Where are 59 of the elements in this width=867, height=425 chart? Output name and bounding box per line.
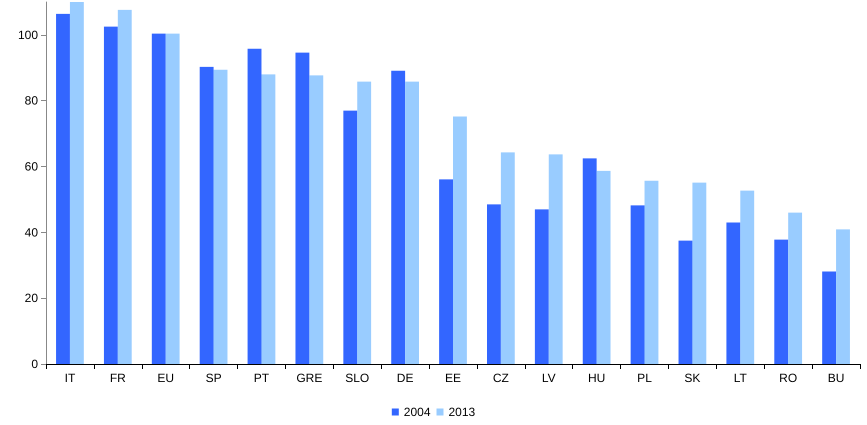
legend-label: 2004 bbox=[404, 405, 431, 419]
x-tick-label: PT bbox=[254, 371, 270, 385]
bar bbox=[248, 48, 262, 364]
x-tick-label: GRE bbox=[296, 371, 322, 385]
bar bbox=[104, 26, 118, 364]
x-tick-label: IT bbox=[64, 371, 76, 385]
bar bbox=[56, 14, 70, 364]
bar bbox=[678, 240, 692, 364]
x-tick-label: RO bbox=[779, 371, 798, 385]
y-tick-label: 60 bbox=[24, 160, 38, 174]
x-tick-label: FR bbox=[110, 371, 126, 385]
bar bbox=[774, 240, 788, 364]
bar bbox=[822, 272, 836, 364]
legend-label: 2013 bbox=[448, 405, 476, 419]
bar bbox=[486, 204, 501, 364]
x-tick-label: EE bbox=[444, 371, 462, 385]
bar bbox=[200, 66, 214, 364]
x-tick-label: SK bbox=[684, 371, 700, 385]
bar bbox=[548, 154, 563, 364]
x-tick-label: SP bbox=[206, 371, 222, 385]
bar bbox=[644, 180, 658, 364]
x-tick-label: SLO bbox=[345, 371, 370, 385]
bar bbox=[726, 222, 740, 364]
bar bbox=[343, 110, 358, 364]
x-tick-label: LV bbox=[542, 371, 556, 385]
x-tick-label: DE bbox=[396, 371, 414, 385]
bar bbox=[740, 190, 754, 364]
y-tick-label: 40 bbox=[24, 225, 38, 240]
bar bbox=[357, 82, 372, 364]
bar bbox=[152, 34, 166, 364]
bar bbox=[214, 70, 228, 364]
x-tick-label: EU bbox=[157, 371, 174, 385]
y-tick-label: 80 bbox=[24, 94, 38, 108]
bar bbox=[692, 182, 706, 364]
x-tick-label: HU bbox=[588, 371, 606, 385]
bar bbox=[166, 34, 180, 364]
y-tick-label: 20 bbox=[24, 291, 38, 306]
bar bbox=[439, 179, 453, 364]
x-tick-label: CZ bbox=[492, 371, 509, 385]
x-tick-label: PL bbox=[637, 371, 652, 385]
bar bbox=[391, 70, 406, 364]
bar bbox=[309, 75, 324, 364]
bar bbox=[534, 209, 549, 364]
y-tick-label: 100 bbox=[18, 28, 38, 42]
bar bbox=[500, 152, 515, 364]
y-tick-label: 0 bbox=[31, 357, 38, 371]
bar bbox=[118, 10, 132, 364]
bar bbox=[630, 205, 645, 364]
bar bbox=[295, 52, 310, 364]
bar bbox=[788, 212, 802, 364]
bar bbox=[596, 170, 611, 364]
x-tick-label: LT bbox=[734, 371, 748, 385]
bar bbox=[70, 2, 84, 364]
bar bbox=[405, 82, 420, 364]
bar bbox=[836, 229, 850, 364]
bar bbox=[453, 116, 467, 364]
bar bbox=[261, 74, 276, 364]
bar bbox=[582, 158, 597, 364]
x-tick-label: BU bbox=[828, 371, 844, 385]
